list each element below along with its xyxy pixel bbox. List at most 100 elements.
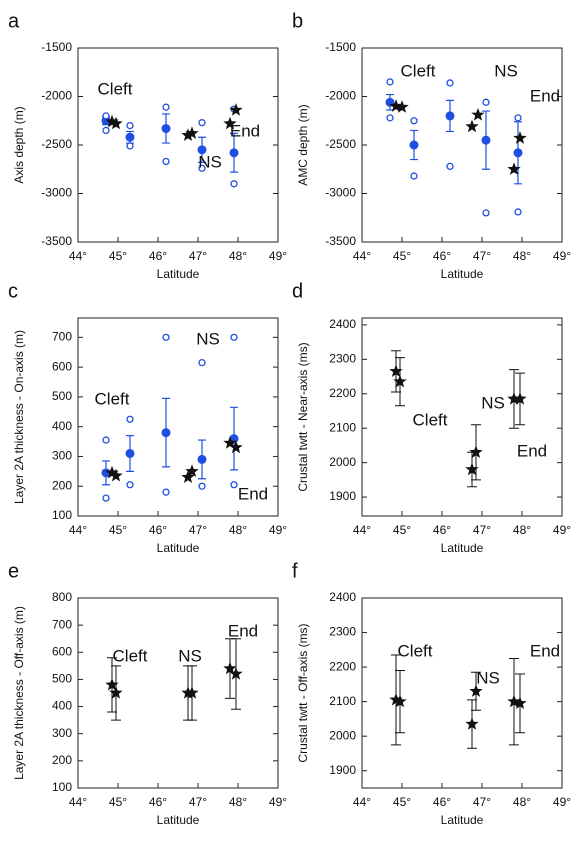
star-point: [109, 116, 123, 130]
y-tick-label: -2500: [41, 137, 72, 151]
star-point: [229, 440, 243, 454]
y-tick-label: 200: [52, 478, 72, 492]
y-tick-label: 600: [52, 644, 72, 658]
x-tick-label: 44°: [69, 523, 87, 537]
annotation: Cleft: [398, 641, 433, 660]
y-tick-label: -2500: [325, 137, 356, 151]
x-tick-label: 47°: [473, 523, 491, 537]
x-tick-label: 44°: [353, 795, 371, 809]
y-tick-label: -2000: [41, 89, 72, 103]
y-tick-label: -3500: [325, 234, 356, 248]
mean-point: [197, 145, 207, 155]
extreme-point: [386, 78, 394, 86]
x-tick-label: 46°: [149, 795, 167, 809]
plot-frame: [77, 597, 279, 789]
x-tick-label: 48°: [513, 523, 531, 537]
x-axis-label: Latitude: [157, 267, 200, 281]
extreme-point: [386, 114, 394, 122]
x-tick-label: 47°: [189, 523, 207, 537]
x-tick-label: 45°: [393, 795, 411, 809]
y-axis-label: Axis depth (m): [12, 106, 26, 183]
x-tick-label: 47°: [473, 249, 491, 263]
annotation: NS: [494, 61, 518, 80]
extreme-point: [126, 142, 134, 150]
x-axis-label: Latitude: [157, 813, 200, 827]
x-tick-label: 44°: [69, 795, 87, 809]
extreme-point: [162, 333, 170, 342]
y-tick-label: 300: [52, 726, 72, 740]
y-axis-label: Layer 2A thickness - On-axis (m): [12, 330, 26, 504]
y-tick-label: -1500: [325, 40, 356, 54]
annotation: Cleft: [95, 389, 130, 408]
star-point: [469, 445, 483, 458]
star-point: [229, 667, 243, 680]
extreme-point: [482, 98, 490, 106]
y-tick-label: 800: [52, 590, 72, 604]
y-tick-label: 500: [52, 672, 72, 686]
extreme-point: [162, 488, 170, 496]
annotation: Cleft: [113, 646, 148, 665]
y-tick-label: 2000: [329, 728, 356, 742]
star-point: [109, 686, 123, 699]
x-tick-label: 46°: [433, 249, 451, 263]
annotation: NS: [481, 393, 505, 412]
annotation: NS: [178, 646, 202, 665]
panel: e 100 200 300 400 500 600 700 800 44° 45° 46° 47° 48°…: [8, 560, 287, 827]
mean-point: [481, 135, 491, 145]
y-tick-label: 1900: [329, 489, 356, 503]
x-tick-label: 46°: [149, 249, 167, 263]
y-tick-label: 400: [52, 419, 72, 433]
star-point: [395, 100, 409, 113]
x-tick-label: 48°: [513, 795, 531, 809]
star-point: [513, 391, 527, 405]
x-tick-label: 48°: [229, 523, 247, 537]
extreme-point: [102, 112, 110, 120]
x-tick-label: 44°: [69, 249, 87, 263]
extreme-point: [126, 481, 134, 489]
x-tick-label: 45°: [393, 249, 411, 263]
y-tick-label: 700: [52, 617, 72, 631]
plot-frame: [361, 597, 563, 789]
y-tick-label: 2200: [329, 386, 356, 400]
extreme-point: [162, 103, 170, 111]
x-tick-label: 49°: [553, 795, 571, 809]
extreme-point: [198, 482, 206, 490]
x-tick-label: 44°: [353, 249, 371, 263]
mean-point: [445, 111, 455, 121]
y-tick-label: -3000: [325, 186, 356, 200]
mean-point: [513, 148, 523, 158]
x-tick-label: 45°: [109, 523, 127, 537]
x-tick-label: 48°: [229, 249, 247, 263]
star-point: [181, 128, 195, 141]
x-tick-label: 46°: [433, 523, 451, 537]
y-tick-label: 100: [52, 780, 72, 794]
extreme-point: [126, 415, 134, 423]
y-tick-label: -3000: [41, 186, 72, 200]
star-point: [105, 114, 119, 128]
star-point: [393, 374, 407, 388]
plot-frame: [361, 317, 563, 517]
star-point: [223, 661, 237, 675]
x-tick-label: 45°: [109, 795, 127, 809]
extreme-point: [126, 121, 134, 130]
y-axis-label: Crustal twtt - Near-axis (ms): [296, 342, 310, 491]
extreme-point: [102, 494, 110, 502]
y-tick-label: 2100: [329, 420, 356, 434]
extreme-point: [230, 333, 238, 342]
extreme-point: [446, 79, 454, 87]
annotation: NS: [198, 152, 222, 171]
star-point: [185, 464, 199, 477]
mean-point: [409, 140, 419, 150]
extreme-point: [230, 481, 238, 489]
extreme-point: [162, 157, 170, 166]
annotation: Cleft: [98, 79, 133, 98]
x-tick-label: 47°: [473, 795, 491, 809]
annotation: NS: [196, 329, 220, 348]
x-tick-label: 49°: [269, 249, 287, 263]
extreme-point: [410, 172, 418, 180]
x-tick-label: 47°: [189, 795, 207, 809]
mean-point: [125, 132, 135, 142]
annotation: End: [238, 484, 268, 503]
panel: f 1900 2000 2100 2200 2300 2400 44° 45° 46° 47° 48°…: [292, 560, 571, 827]
